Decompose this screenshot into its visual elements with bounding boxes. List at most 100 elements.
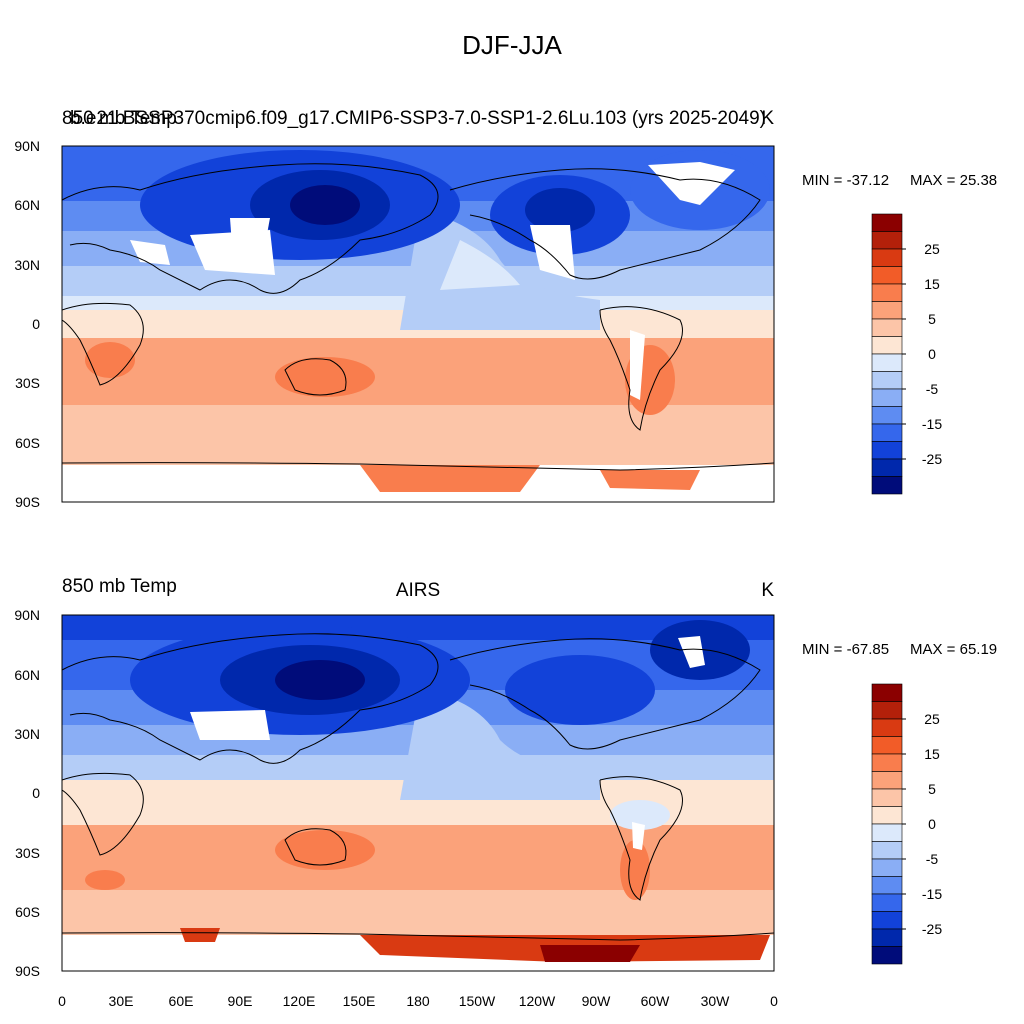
colorbar-label: -25 bbox=[922, 451, 942, 467]
y-tick-label: 90S bbox=[15, 963, 40, 979]
x-tick-label: 150W bbox=[459, 523, 496, 525]
x-tick-label: 120E bbox=[283, 993, 316, 1009]
colorbar-swatch bbox=[871, 928, 903, 947]
y-tick-label: 90N bbox=[14, 138, 40, 154]
panel-2-colorbar: 25 15 5 0 -5 -15 -25 bbox=[871, 683, 942, 965]
y-tick-label: 0 bbox=[32, 316, 40, 332]
colorbar-label: 25 bbox=[924, 711, 940, 727]
colorbar-label: 15 bbox=[924, 276, 940, 292]
colorbar-swatch bbox=[871, 476, 903, 495]
colorbar-label: 5 bbox=[928, 781, 936, 797]
map-panel-1: 850 mb Temp b.e21.BSSP370cmip6.f09_g17.C… bbox=[14, 108, 997, 525]
colorbar-swatch bbox=[871, 213, 903, 232]
colorbar-swatch bbox=[871, 911, 903, 930]
panel-2-left-title: 850 mb Temp bbox=[62, 576, 177, 597]
colorbar-swatch bbox=[871, 718, 903, 737]
panel-1-y-tick-labels: 90N 60N 30N 0 30S 60S 90S bbox=[14, 138, 40, 510]
panel-2-temperature-field bbox=[62, 615, 774, 971]
y-tick-label: 0 bbox=[32, 785, 40, 801]
x-tick-label: 60W bbox=[641, 523, 671, 525]
colorbar-swatch bbox=[871, 701, 903, 720]
colorbar-swatch bbox=[871, 248, 903, 267]
x-tick-label: 90W bbox=[582, 523, 612, 525]
colorbar-swatch bbox=[871, 841, 903, 860]
colorbar-swatch bbox=[871, 441, 903, 460]
colorbar-swatch bbox=[871, 406, 903, 425]
x-tick-label: 150E bbox=[343, 523, 376, 525]
colorbar-swatch bbox=[871, 353, 903, 372]
colorbar-swatch bbox=[871, 283, 903, 302]
panel-2-min-label: MIN = -67.85 bbox=[802, 641, 889, 658]
colorbar-swatch bbox=[871, 683, 903, 702]
colorbar-swatch bbox=[871, 458, 903, 477]
panel-2-right-title: K bbox=[761, 580, 774, 601]
colorbar-swatch bbox=[871, 823, 903, 842]
x-tick-label: 30E bbox=[109, 993, 134, 1009]
x-tick-label: 90E bbox=[228, 523, 253, 525]
x-tick-label: 30W bbox=[701, 993, 731, 1009]
colorbar-swatch bbox=[871, 788, 903, 807]
x-tick-label: 60E bbox=[169, 993, 194, 1009]
colorbar-label: -15 bbox=[922, 416, 942, 432]
figure-title: DJF-JJA bbox=[462, 30, 562, 60]
colorbar-label: -15 bbox=[922, 886, 942, 902]
colorbar-label: 15 bbox=[924, 746, 940, 762]
x-tick-label: 60E bbox=[169, 523, 194, 525]
colorbar-swatch bbox=[871, 946, 903, 965]
y-tick-label: 30N bbox=[14, 726, 40, 742]
colorbar-swatch bbox=[871, 231, 903, 250]
y-tick-label: 60S bbox=[15, 904, 40, 920]
panel-2-y-tick-labels: 90N 60N 30N 0 30S 60S 90S bbox=[14, 607, 40, 979]
colorbar-swatch bbox=[871, 423, 903, 442]
x-tick-label: 150W bbox=[459, 993, 496, 1009]
colorbar-label: -25 bbox=[922, 921, 942, 937]
map-panel-2: 850 mb Temp AIRS K bbox=[14, 576, 997, 1009]
y-tick-label: 90N bbox=[14, 607, 40, 623]
x-tick-label: 120W bbox=[519, 993, 556, 1009]
y-tick-label: 60N bbox=[14, 197, 40, 213]
colorbar-label: -5 bbox=[926, 851, 939, 867]
x-tick-label: 0 bbox=[770, 523, 778, 525]
panel-1-min-label: MIN = -37.12 bbox=[802, 172, 889, 189]
colorbar-label: 0 bbox=[928, 816, 936, 832]
colorbar-swatch bbox=[871, 371, 903, 390]
colorbar-swatch bbox=[871, 876, 903, 895]
colorbar-label: 25 bbox=[924, 241, 940, 257]
colorbar-swatch bbox=[871, 266, 903, 285]
y-tick-label: 90S bbox=[15, 494, 40, 510]
x-tick-label: 150E bbox=[343, 993, 376, 1009]
x-tick-label: 90W bbox=[582, 993, 612, 1009]
colorbar-swatch bbox=[871, 806, 903, 825]
colorbar-label: 5 bbox=[928, 311, 936, 327]
colorbar-swatch bbox=[871, 753, 903, 772]
panel-2-coastlines bbox=[62, 633, 774, 941]
panel-1-x-tick-labels: 0 30E 60E 90E 120E 150E 180 150W 120W 90… bbox=[58, 523, 778, 525]
colorbar-swatch bbox=[871, 858, 903, 877]
panel-1-max-label: MAX = 25.38 bbox=[910, 172, 997, 189]
x-tick-label: 90E bbox=[228, 993, 253, 1009]
x-tick-label: 0 bbox=[58, 523, 66, 525]
x-tick-label: 120W bbox=[519, 523, 556, 525]
x-tick-label: 180 bbox=[406, 523, 430, 525]
colorbar-swatch bbox=[871, 893, 903, 912]
x-tick-label: 30E bbox=[109, 523, 134, 525]
panel-1-right-title: K bbox=[761, 108, 774, 129]
panel-1-center-title: b.e21.BSSP370cmip6.f09_g17.CMIP6-SSP3-7.… bbox=[70, 108, 766, 129]
panel-1-left-title: 850 mb Temp bbox=[62, 108, 177, 129]
colorbar-swatch bbox=[871, 336, 903, 355]
x-tick-label: 0 bbox=[58, 993, 66, 1009]
x-tick-label: 60W bbox=[641, 993, 671, 1009]
x-tick-label: 30W bbox=[701, 523, 731, 525]
y-tick-label: 60N bbox=[14, 667, 40, 683]
panel-2-frame bbox=[61, 614, 775, 972]
panel-1-temperature-field bbox=[62, 146, 774, 502]
panel-1-coastlines bbox=[62, 163, 774, 471]
colorbar-swatch bbox=[871, 771, 903, 790]
x-tick-label: 0 bbox=[770, 993, 778, 1009]
panel-1-colorbar: 25 15 5 0 -5 -15 -25 bbox=[871, 213, 942, 495]
y-tick-label: 60S bbox=[15, 435, 40, 451]
colorbar-swatch bbox=[871, 388, 903, 407]
colorbar-swatch bbox=[871, 736, 903, 755]
colorbar-label: 0 bbox=[928, 346, 936, 362]
x-tick-label: 120E bbox=[283, 523, 316, 525]
